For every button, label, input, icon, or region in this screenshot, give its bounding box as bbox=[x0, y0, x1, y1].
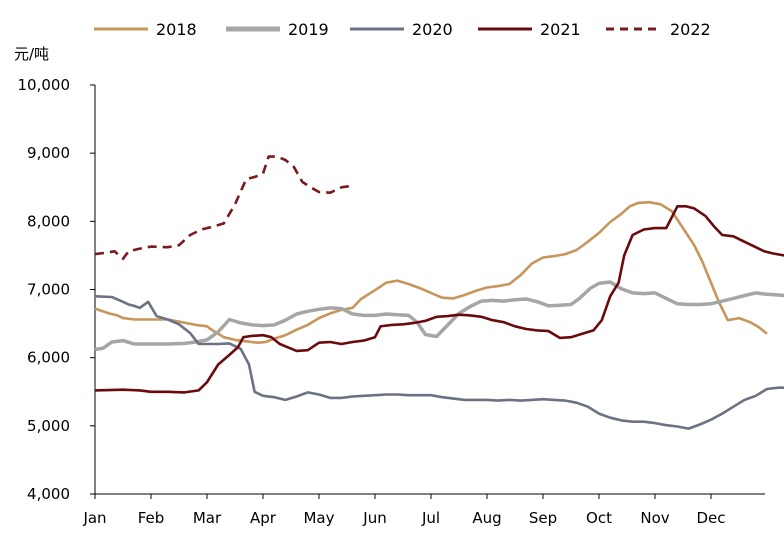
y-unit-label: 元/吨 bbox=[14, 45, 49, 63]
x-tick-label: Feb bbox=[138, 509, 165, 527]
legend-label-2018: 2018 bbox=[156, 20, 197, 39]
series-line-2019 bbox=[94, 280, 784, 352]
y-tick-label: 9,000 bbox=[27, 144, 70, 162]
x-tick-label: Mar bbox=[193, 509, 222, 527]
series-line-2018 bbox=[94, 200, 768, 345]
y-tick-label: 6,000 bbox=[27, 349, 70, 367]
x-tick-label: Aug bbox=[472, 509, 501, 527]
x-tick-label: Dec bbox=[696, 509, 725, 527]
y-tick-label: 4,000 bbox=[27, 485, 70, 503]
legend-label-2019: 2019 bbox=[288, 20, 329, 39]
legend-label-2021: 2021 bbox=[540, 20, 581, 39]
y-tick-label: 8,000 bbox=[27, 212, 70, 230]
x-tick-label: May bbox=[303, 509, 334, 527]
legend-label-2022: 2022 bbox=[670, 20, 711, 39]
x-tick-label: Nov bbox=[640, 509, 669, 527]
x-tick-label: Apr bbox=[250, 509, 277, 527]
series-line-2022 bbox=[94, 155, 354, 261]
x-tick-label: Jul bbox=[421, 509, 440, 527]
x-tick-label: Jun bbox=[362, 509, 386, 527]
y-tick-label: 10,000 bbox=[18, 76, 71, 94]
series-line-2021 bbox=[94, 205, 784, 394]
x-tick-label: Oct bbox=[586, 509, 612, 527]
series-lines bbox=[94, 155, 784, 430]
series-line-2020 bbox=[94, 295, 784, 430]
x-tick-label: Sep bbox=[529, 509, 557, 527]
legend: 2018 2019 2020 2021 2022 bbox=[94, 20, 711, 39]
y-tick-label: 5,000 bbox=[27, 417, 70, 435]
y-ticks: 4,000 5,000 6,000 7,000 8,000 9,000 10,000 bbox=[18, 76, 95, 503]
x-tick-label: Jan bbox=[82, 509, 106, 527]
legend-label-2020: 2020 bbox=[412, 20, 453, 39]
x-ticks: Jan Feb Mar Apr May Jun Jul Aug Sep Oct Nov Dec bbox=[82, 494, 726, 527]
y-tick-label: 7,000 bbox=[27, 281, 70, 299]
